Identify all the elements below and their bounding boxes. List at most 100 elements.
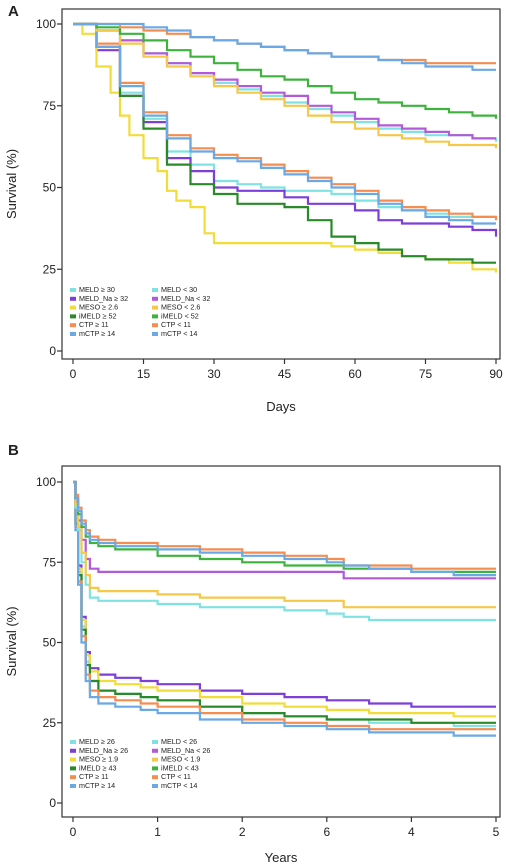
legend-label: MELD < 26 <box>161 737 197 746</box>
legend-swatch <box>152 323 158 328</box>
series-line-meso-1-9 <box>73 480 496 609</box>
x-tick-label: 75 <box>419 367 433 381</box>
y-tick-label: 75 <box>43 555 57 569</box>
panel-label: B <box>8 442 19 459</box>
series-line-meso-2-6 <box>73 22 498 273</box>
legend-swatch <box>70 740 76 744</box>
y-tick-label: 50 <box>43 181 57 195</box>
x-tick-label: 5 <box>493 825 500 839</box>
y-tick-label: 100 <box>36 17 56 31</box>
x-tick-label: 30 <box>207 367 221 381</box>
legend-label: MELD < 30 <box>161 285 197 294</box>
legend-label: MELD ≥ 30 <box>79 285 115 294</box>
legend-swatch <box>152 305 158 310</box>
legend-label: CTP ≥ 11 <box>79 320 109 329</box>
panel-label: A <box>8 3 19 20</box>
legend-label: MELD_Na < 32 <box>161 294 210 303</box>
y-tick-label: 0 <box>49 796 56 810</box>
legend-label: mCTP ≥ 14 <box>79 329 115 338</box>
series-line-meld-na-32 <box>73 22 496 140</box>
legend-swatch <box>70 766 76 771</box>
legend-label: MELD ≥ 26 <box>79 737 115 746</box>
legend-label: CTP < 11 <box>161 772 191 781</box>
x-tick-label: 4 <box>408 825 415 839</box>
series-line-meld-30 <box>73 22 496 218</box>
y-tick-label: 0 <box>49 344 56 358</box>
plot-frame <box>61 8 501 360</box>
panel-a: A 0 25 50 75 100 0 15 30 45 60 75 90 Days Survival (%)… <box>4 3 503 414</box>
series-line-mctp-14 <box>73 22 496 71</box>
legend-label: CTP < 11 <box>161 320 191 329</box>
legend-label: MESO < 1.9 <box>161 755 200 764</box>
legend-label: mCTP < 14 <box>161 781 197 790</box>
legend-swatch <box>152 748 158 753</box>
legend-swatch <box>152 784 158 788</box>
y-tick-label: 75 <box>43 99 57 113</box>
series-line-meso-2-6 <box>73 22 498 149</box>
legend-swatch <box>70 757 76 762</box>
legend-label: CTP ≥ 11 <box>79 772 109 781</box>
legend-swatch <box>152 288 158 292</box>
series-line-imeld-52 <box>73 22 498 119</box>
x-tick-label: 2 <box>239 825 246 839</box>
legend-swatch <box>70 775 76 780</box>
legend-label: iMELD ≥ 43 <box>79 763 117 772</box>
x-tick-label: 15 <box>137 367 151 381</box>
series-line-meld-na-26 <box>73 480 496 708</box>
legend-swatch <box>152 296 158 301</box>
y-tick-label: 100 <box>36 475 56 489</box>
series-line-mctp-14 <box>73 480 496 577</box>
legend-label: MESO ≥ 2.6 <box>79 303 118 312</box>
legend-swatch <box>70 748 76 753</box>
legend-swatch <box>152 766 158 771</box>
legend-label: iMELD < 43 <box>161 763 199 772</box>
x-tick-label: 0 <box>70 367 77 381</box>
series-line-meld-26 <box>73 480 496 728</box>
legend-label: iMELD < 52 <box>161 311 199 320</box>
series-lines <box>73 480 496 737</box>
y-tick-label: 25 <box>43 262 57 276</box>
legend-swatch <box>70 323 76 328</box>
series-line-ctp-11 <box>73 480 496 731</box>
legend-label: mCTP < 14 <box>161 329 197 338</box>
y-tick-label: 50 <box>43 636 57 650</box>
legend-swatch <box>70 784 76 788</box>
legend-swatch <box>70 314 76 319</box>
x-axis-label: Days <box>266 399 296 414</box>
series-line-imeld-43 <box>73 480 496 724</box>
x-tick-label: 60 <box>348 367 362 381</box>
legend-label: MELD_Na < 26 <box>161 746 210 755</box>
x-tick-label: 6 <box>323 825 330 839</box>
legend-label: MELD_Na ≥ 26 <box>79 746 128 755</box>
y-axis-label: Survival (%) <box>4 606 19 676</box>
x-tick-label: 0 <box>70 825 77 839</box>
x-tick-label: 1 <box>154 825 161 839</box>
legend-swatch <box>152 332 158 336</box>
legend-swatch <box>152 740 158 744</box>
legend-label: mCTP ≥ 14 <box>79 781 115 790</box>
series-line-mctp-14 <box>73 22 496 225</box>
legend-swatch <box>70 288 76 292</box>
plot-frame <box>61 465 501 818</box>
x-tick-label: 45 <box>278 367 292 381</box>
legend-label: iMELD ≥ 52 <box>79 311 117 320</box>
legend-swatch <box>70 305 76 310</box>
y-tick-label: 25 <box>43 716 57 730</box>
legend-swatch <box>152 775 158 780</box>
legend-swatch <box>70 296 76 301</box>
y-axis-label: Survival (%) <box>4 149 19 219</box>
legend-label: MESO < 2.6 <box>161 303 200 312</box>
legend-swatch <box>70 332 76 336</box>
series-line-mctp-14 <box>73 480 496 737</box>
x-axis-label: Years <box>265 850 298 864</box>
series-line-imeld-52 <box>73 22 496 264</box>
legend-label: MESO ≥ 1.9 <box>79 755 118 764</box>
legend-swatch <box>152 314 158 319</box>
panel-b: B 0 25 50 75 100 0 1 2 6 4 5 Years Survival (%) MELD ≥… <box>4 442 501 864</box>
x-tick-label: 90 <box>489 367 503 381</box>
legend-label: MELD_Na ≥ 32 <box>79 294 128 303</box>
series-lines <box>73 22 498 273</box>
